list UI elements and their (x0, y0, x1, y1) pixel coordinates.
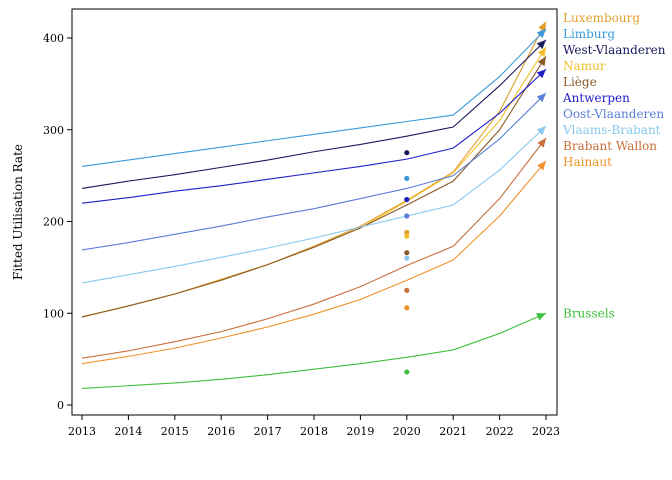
x-tick-label: 2021 (439, 425, 467, 438)
series-arrowhead (536, 69, 546, 79)
series-arrowhead (537, 47, 546, 57)
y-tick-label: 200 (43, 216, 64, 229)
series-line-limburg (81, 28, 547, 167)
point-2020 (404, 175, 410, 181)
x-tick-label: 2017 (254, 425, 282, 438)
x-tick-label: 2022 (486, 425, 514, 438)
series-line-antwerpen (81, 68, 547, 204)
x-tick-label: 2020 (393, 425, 421, 438)
series-line-hainaut (81, 160, 547, 365)
series-line-brussels (81, 312, 547, 390)
point-2020 (404, 369, 410, 375)
point-2020 (404, 150, 410, 156)
series-line-luxembourg (81, 21, 547, 318)
y-axis-title: Fitted Utilisation Rate (11, 144, 25, 280)
x-tick-label: 2023 (532, 425, 560, 438)
x-tick-label: 2019 (346, 425, 374, 438)
series-arrowhead (536, 313, 546, 321)
legend-entry: Namur (563, 59, 606, 73)
plot-frame (71, 8, 558, 416)
series-lines (81, 21, 547, 390)
point-2020 (404, 250, 410, 256)
y-tick-label: 300 (43, 124, 64, 137)
legend-entry: Liège (563, 75, 597, 89)
y-tick-label: 100 (43, 307, 64, 320)
series-arrowhead (537, 138, 546, 148)
legend-entry: Oost-Vlaanderen (563, 107, 664, 121)
series-arrowhead (537, 160, 546, 171)
point-2020 (404, 196, 410, 203)
point-2020 (404, 213, 410, 219)
legend-entry: Limburg (563, 27, 615, 41)
legend-entry: Vlaams-Brabant (562, 123, 661, 137)
legend-entry: Hainaut (563, 155, 612, 169)
legend-entry: Antwerpen (562, 91, 630, 105)
point-2020 (404, 229, 410, 236)
legend-entry: Brussels (563, 306, 615, 320)
series-arrowhead (536, 39, 546, 50)
point-2020 (404, 255, 410, 261)
series-arrowhead (537, 56, 546, 67)
x-tick-label: 2018 (300, 425, 328, 438)
point-2020 (404, 287, 410, 293)
series-arrowhead (536, 93, 546, 103)
series-line-oost-vlaanderen (81, 92, 547, 251)
series-line-namur (81, 46, 547, 318)
series-arrowhead (536, 126, 546, 136)
y-axis: 0 100 200 300 400 (43, 32, 72, 412)
series-line-brabant-wallon (81, 137, 547, 359)
series-arrowhead (538, 21, 546, 32)
legend: Luxembourg Limburg West-Vlaanderen Namur Liè… (562, 11, 666, 320)
x-tick-label: 2014 (114, 425, 142, 438)
x-tick-label: 2015 (161, 425, 189, 438)
series-arrowhead (536, 28, 546, 39)
x-axis: 2013 2014 2015 2016 2017 2018 2019 2020 2021 2022… (68, 415, 560, 438)
series-line-vlaams-brabant (81, 125, 547, 284)
x-tick-label: 2013 (68, 425, 96, 438)
point-2020 (404, 233, 410, 239)
legend-entry: Brabant Wallon (563, 139, 657, 153)
legend-entry: West-Vlaanderen (563, 43, 666, 57)
legend-entry: Luxembourg (563, 11, 640, 25)
x-tick-label: 2016 (207, 425, 235, 438)
series-line-west-vlaanderen (81, 39, 547, 190)
y-tick-label: 400 (43, 32, 64, 45)
y-tick-label: 0 (57, 399, 64, 412)
point-2020 (404, 305, 410, 311)
points-2020 (404, 150, 410, 375)
